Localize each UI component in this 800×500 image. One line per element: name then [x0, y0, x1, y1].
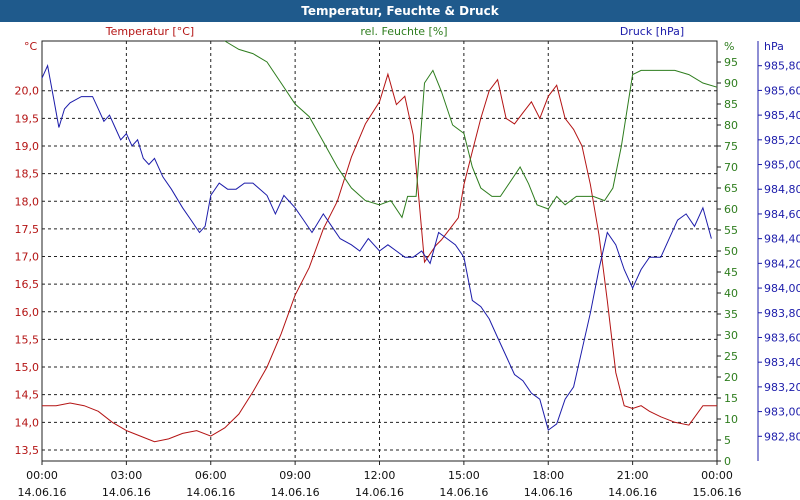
humidity-tick-label: 30: [724, 329, 738, 342]
temperature-unit: °C: [24, 40, 38, 53]
x-tick-time: 06:00: [195, 469, 227, 482]
pressure-tick-label: 985,40: [764, 109, 800, 122]
pressure-unit: hPa: [764, 40, 784, 53]
humidity-tick-label: 45: [724, 266, 738, 279]
humidity-tick-label: 35: [724, 308, 738, 321]
x-tick-date: 14.06.16: [608, 486, 657, 499]
series-line-humidity: [224, 40, 718, 219]
humidity-tick-label: 50: [724, 245, 738, 258]
axes: 00:00 14.06.16 03:00 14.06.16 06:00 14.06.16 0…: [15, 25, 800, 499]
chart-svg: 00:00 14.06.16 03:00 14.06.16 06:00 14.06.16 0…: [15, 25, 800, 499]
x-tick-time: 12:00: [364, 469, 396, 482]
humidity-tick-label: 85: [724, 98, 738, 111]
pressure-tick-label: 984,40: [764, 233, 800, 246]
pressure-tick-label: 985,60: [764, 84, 800, 97]
humidity-tick-label: 40: [724, 287, 738, 300]
x-tick-time: 18:00: [532, 469, 564, 482]
humidity-tick-label: 10: [724, 413, 738, 426]
temperature-tick-label: 15,0: [15, 361, 40, 374]
humidity-tick-label: 95: [724, 56, 738, 69]
x-tick-date: 14.06.16: [439, 486, 488, 499]
legend-pressure: Druck [hPa]: [620, 25, 684, 38]
pressure-tick-label: 985,00: [764, 159, 800, 172]
pressure-tick-label: 984,60: [764, 208, 800, 221]
series-line-temperature: [42, 72, 717, 443]
pressure-tick-label: 983,40: [764, 356, 800, 369]
temperature-tick-label: 16,5: [15, 278, 40, 291]
humidity-tick-label: 80: [724, 119, 738, 132]
x-tick-date: 14.06.16: [355, 486, 404, 499]
x-tick-time: 15:00: [448, 469, 480, 482]
x-tick-date: 14.06.16: [102, 486, 151, 499]
x-tick-date: 14.06.16: [524, 486, 573, 499]
humidity-tick-label: 75: [724, 140, 738, 153]
pressure-tick-label: 983,80: [764, 307, 800, 320]
pressure-tick-label: 983,00: [764, 406, 800, 419]
humidity-tick-label: 65: [724, 182, 738, 195]
pressure-tick-label: 985,20: [764, 134, 800, 147]
x-tick-date: 15.06.16: [693, 486, 742, 499]
x-tick-date: 14.06.16: [271, 486, 320, 499]
humidity-tick-label: 90: [724, 77, 738, 90]
temperature-tick-label: 15,5: [15, 333, 40, 346]
temperature-tick-label: 18,5: [15, 168, 40, 181]
x-tick-time: 09:00: [279, 469, 311, 482]
temperature-tick-label: 20,0: [15, 85, 40, 98]
humidity-tick-label: 25: [724, 350, 738, 363]
x-tick-time: 21:00: [617, 469, 649, 482]
humidity-unit: %: [724, 40, 734, 53]
humidity-tick-label: 60: [724, 203, 738, 216]
series: [41, 40, 718, 443]
legend-humidity: rel. Feuchte [%]: [360, 25, 447, 38]
temperature-tick-label: 19,0: [15, 140, 40, 153]
grid: [42, 41, 717, 461]
x-tick-date: 14.06.16: [18, 486, 67, 499]
x-tick-time: 00:00: [701, 469, 733, 482]
x-tick-time: 00:00: [26, 469, 58, 482]
pressure-tick-label: 983,20: [764, 381, 800, 394]
pressure-tick-label: 984,80: [764, 183, 800, 196]
humidity-tick-label: 55: [724, 224, 738, 237]
temperature-tick-label: 17,5: [15, 223, 40, 236]
pressure-tick-label: 985,80: [764, 60, 800, 73]
pressure-tick-label: 984,20: [764, 257, 800, 270]
x-tick-time: 03:00: [111, 469, 143, 482]
pressure-tick-label: 982,80: [764, 430, 800, 443]
temperature-tick-label: 13,5: [15, 444, 40, 457]
humidity-tick-label: 70: [724, 161, 738, 174]
series-line-pressure: [41, 64, 712, 431]
chart-title: Temperatur, Feuchte & Druck: [0, 0, 800, 22]
x-tick-date: 14.06.16: [186, 486, 235, 499]
temperature-tick-label: 14,5: [15, 389, 40, 402]
temperature-tick-label: 18,0: [15, 195, 40, 208]
humidity-tick-label: 0: [724, 455, 731, 468]
temperature-tick-label: 17,0: [15, 251, 40, 264]
temperature-tick-label: 19,5: [15, 112, 40, 125]
pressure-tick-label: 983,60: [764, 331, 800, 344]
legend-temperature: Temperatur [°C]: [105, 25, 194, 38]
temperature-tick-label: 14,0: [15, 416, 40, 429]
temperature-tick-label: 16,0: [15, 306, 40, 319]
humidity-tick-label: 5: [724, 434, 731, 447]
humidity-tick-label: 15: [724, 392, 738, 405]
pressure-tick-label: 984,00: [764, 282, 800, 295]
humidity-tick-label: 20: [724, 371, 738, 384]
